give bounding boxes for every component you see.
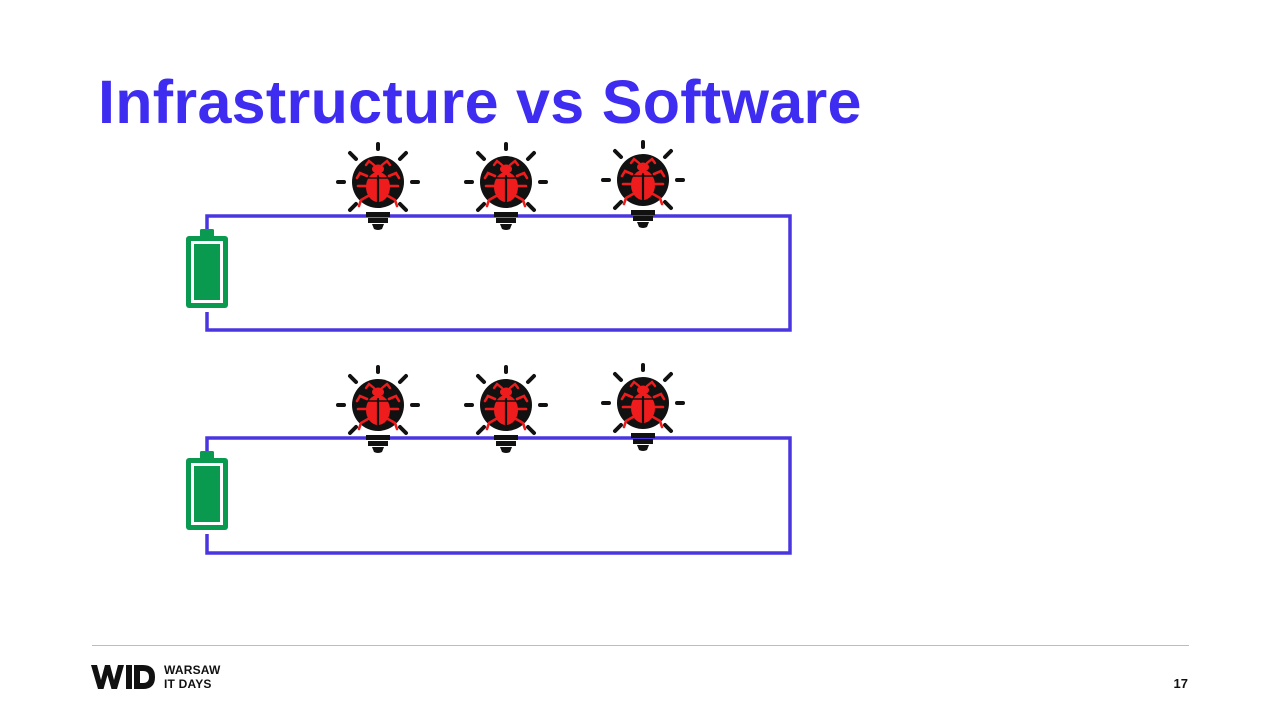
bug-bulb-icon	[464, 365, 548, 455]
circuit-diagram	[186, 140, 792, 555]
battery-icon	[186, 229, 228, 308]
org-line-2: IT DAYS	[164, 677, 212, 691]
org-line-1: WARSAW	[164, 663, 221, 677]
slide-title: Infrastructure vs Software	[98, 68, 862, 136]
battery-icon	[186, 451, 228, 530]
page-number: 17	[1173, 676, 1188, 691]
footer-divider	[92, 645, 1189, 646]
wire	[205, 436, 792, 555]
wire	[205, 214, 792, 332]
org-name: WARSAW IT DAYS	[164, 663, 221, 691]
bug-bulb-icon	[336, 365, 420, 455]
wid-logo	[91, 665, 155, 689]
circuit-bottom	[186, 363, 792, 555]
circuit-top	[186, 140, 792, 332]
